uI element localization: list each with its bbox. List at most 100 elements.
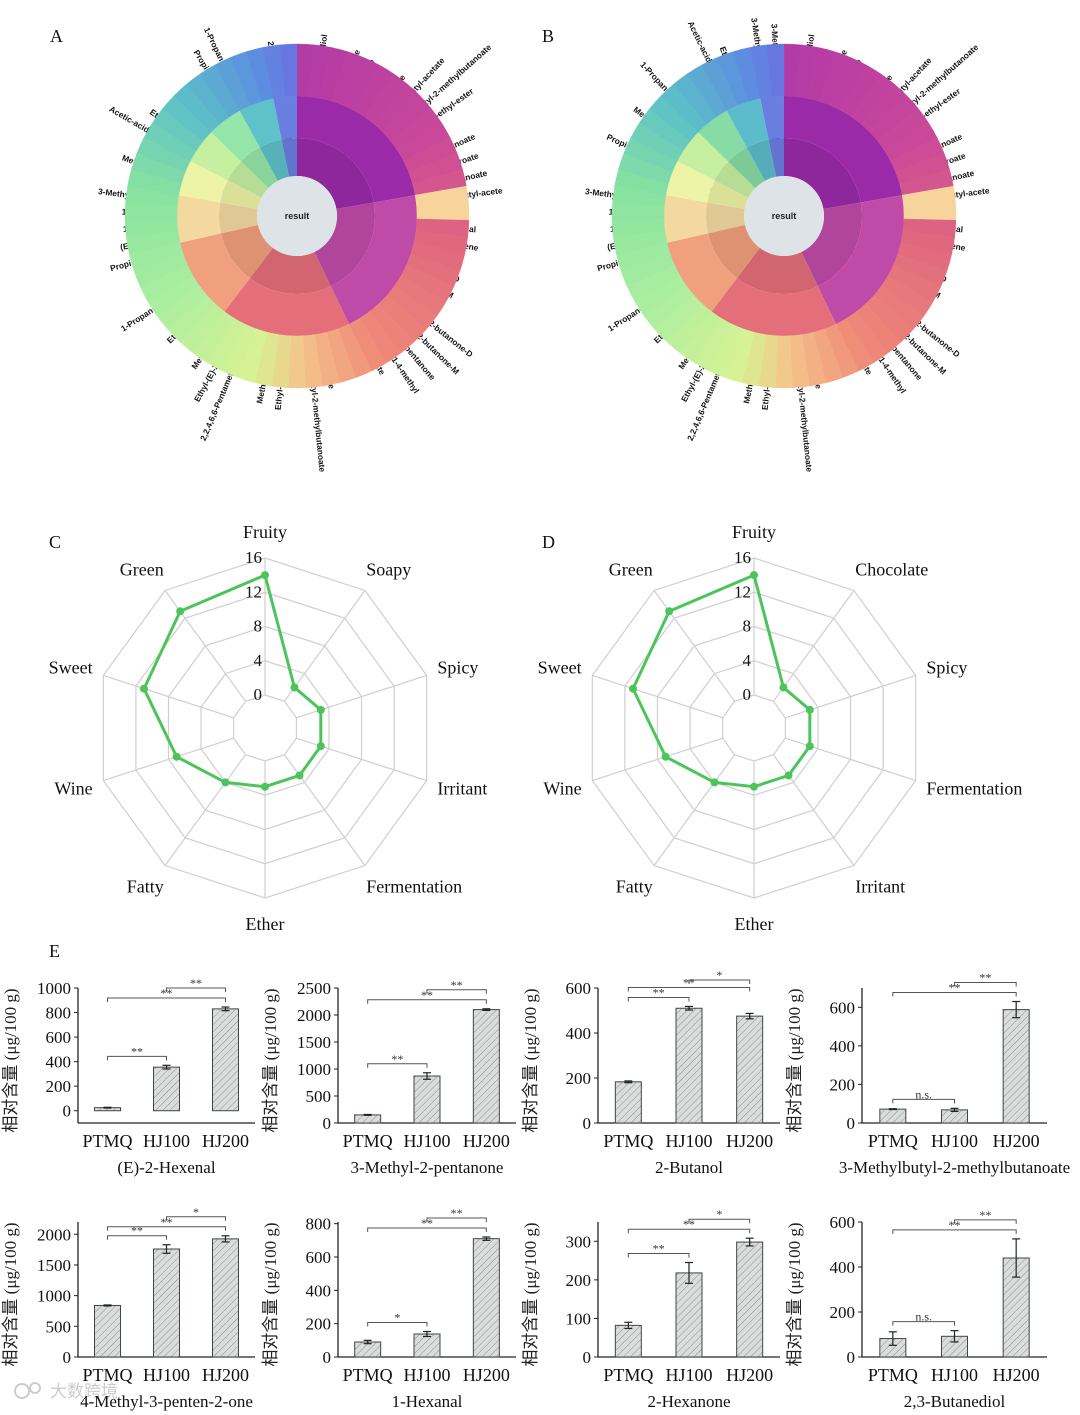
y-tick-label: 0 bbox=[63, 1348, 72, 1367]
radar-spoke bbox=[772, 590, 855, 702]
y-tick-label: 0 bbox=[63, 1102, 72, 1121]
category-segment bbox=[663, 195, 708, 243]
bar bbox=[212, 1238, 239, 1358]
radar-axis-label: Fermentation bbox=[926, 779, 1022, 799]
radar-axis-label: Soapy bbox=[366, 559, 411, 579]
category-segment bbox=[239, 98, 282, 148]
radar-point bbox=[779, 683, 788, 692]
x-category-label: PTMQ bbox=[343, 1131, 393, 1151]
y-axis-label: 相对含量 (μg/100 g) bbox=[261, 1222, 280, 1366]
significance-bracket bbox=[627, 1253, 690, 1258]
y-tick-label: 200 bbox=[830, 1303, 856, 1322]
significance-bracket bbox=[688, 1218, 751, 1224]
radar-tick-label: 16 bbox=[734, 548, 751, 567]
radar-axis-label: Wine bbox=[54, 779, 92, 799]
radar-axis-label: Fatty bbox=[616, 877, 653, 897]
x-category-label: HJ100 bbox=[403, 1131, 450, 1151]
y-tick-label: 500 bbox=[46, 1317, 72, 1336]
bar bbox=[413, 1075, 441, 1124]
category-inner-segment bbox=[746, 139, 777, 181]
y-tick-label: 200 bbox=[306, 1315, 332, 1334]
center-circle bbox=[744, 176, 824, 256]
y-tick-label: 0 bbox=[583, 1348, 592, 1367]
bar bbox=[413, 1333, 441, 1358]
bar bbox=[736, 1015, 764, 1124]
center-label: result bbox=[772, 211, 797, 221]
y-axis-label: 相对含量 (μg/100 g) bbox=[261, 988, 280, 1132]
y-tick-label: 2000 bbox=[37, 1225, 71, 1244]
significance-bracket bbox=[688, 979, 751, 984]
radar-point bbox=[805, 742, 814, 751]
category-segment bbox=[711, 278, 837, 337]
radar-spoke bbox=[592, 737, 723, 782]
category-inner-segment bbox=[714, 161, 756, 198]
chart-title: 1-Hexanal bbox=[392, 1392, 463, 1411]
significance-bracket bbox=[426, 989, 487, 994]
radar-point bbox=[750, 782, 758, 791]
radar-axis-label: Ether bbox=[735, 914, 774, 934]
chart-title: 4-Methyl-3-penten-2-one bbox=[80, 1392, 253, 1411]
significance-bracket bbox=[107, 1235, 167, 1240]
significance-bracket bbox=[107, 997, 226, 1003]
radar-axis-label: Ether bbox=[246, 914, 285, 934]
significance-label: ** bbox=[391, 1052, 403, 1066]
y-tick-label: 0 bbox=[323, 1348, 332, 1367]
bar bbox=[675, 1272, 703, 1358]
x-category-label: HJ100 bbox=[931, 1365, 978, 1385]
radar-axis-label: Green bbox=[609, 559, 653, 579]
significance-label: ** bbox=[949, 981, 961, 995]
x-category-label: HJ100 bbox=[143, 1365, 190, 1385]
x-category-label: HJ100 bbox=[403, 1365, 450, 1385]
bar bbox=[153, 1066, 180, 1112]
category-segment bbox=[330, 195, 418, 325]
x-category-label: HJ100 bbox=[665, 1365, 712, 1385]
category-segment bbox=[760, 96, 784, 140]
radar-point bbox=[261, 571, 269, 580]
category-inner-segment bbox=[218, 202, 258, 234]
bar bbox=[354, 1114, 382, 1124]
x-category-label: PTMQ bbox=[82, 1365, 132, 1385]
radar-point bbox=[661, 752, 670, 761]
x-category-label: HJ200 bbox=[202, 1365, 249, 1385]
radar-tick-label: 8 bbox=[254, 617, 263, 636]
panel-label-a: A bbox=[50, 26, 63, 46]
significance-label: ** bbox=[949, 1218, 961, 1232]
category-inner-segment bbox=[241, 147, 278, 189]
radar-point bbox=[805, 705, 814, 714]
significance-label: ** bbox=[451, 1206, 463, 1220]
sunburst-chart-a: 1-Butanol2,3-Butanediol2-Butanone2-Hepta… bbox=[97, 26, 503, 473]
significance-bracket bbox=[426, 1217, 487, 1222]
y-tick-label: 400 bbox=[566, 1024, 592, 1043]
significance-label: * bbox=[716, 968, 722, 982]
radar-point bbox=[750, 571, 758, 580]
y-tick-label: 1000 bbox=[37, 1287, 71, 1306]
y-tick-label: 500 bbox=[306, 1087, 332, 1106]
y-axis-label: 相对含量 (μg/100 g) bbox=[521, 988, 540, 1132]
radar-spoke bbox=[103, 674, 234, 719]
x-category-label: PTMQ bbox=[868, 1365, 918, 1385]
significance-bracket bbox=[954, 1219, 1017, 1224]
radar-axis-label: Sweet bbox=[538, 657, 582, 677]
panel-label-d: D bbox=[542, 532, 555, 552]
radar-chart-c: 0 4 8 12 16 Fruity Soapy Spicy Irritant Fermentat… bbox=[49, 522, 488, 934]
radar-tick-label: 16 bbox=[245, 548, 262, 567]
radar-spoke bbox=[283, 590, 366, 702]
significance-label: ** bbox=[979, 1208, 991, 1222]
significance-bracket bbox=[367, 999, 487, 1004]
x-category-label: HJ200 bbox=[463, 1365, 510, 1385]
y-tick-label: 200 bbox=[566, 1271, 592, 1290]
category-segment bbox=[178, 161, 228, 203]
bar bbox=[879, 1108, 907, 1124]
category-inner-segment bbox=[220, 180, 262, 210]
category-inner-segment bbox=[259, 139, 290, 181]
radar-axis-label: Fermentation bbox=[366, 877, 462, 897]
radar-grid-ring bbox=[722, 694, 786, 762]
significance-bracket bbox=[107, 1226, 226, 1231]
significance-label: ** bbox=[190, 976, 202, 990]
y-tick-label: 2500 bbox=[297, 979, 331, 998]
radar-series-line bbox=[142, 573, 323, 789]
significance-bracket bbox=[367, 1063, 428, 1068]
bar bbox=[472, 1009, 500, 1124]
